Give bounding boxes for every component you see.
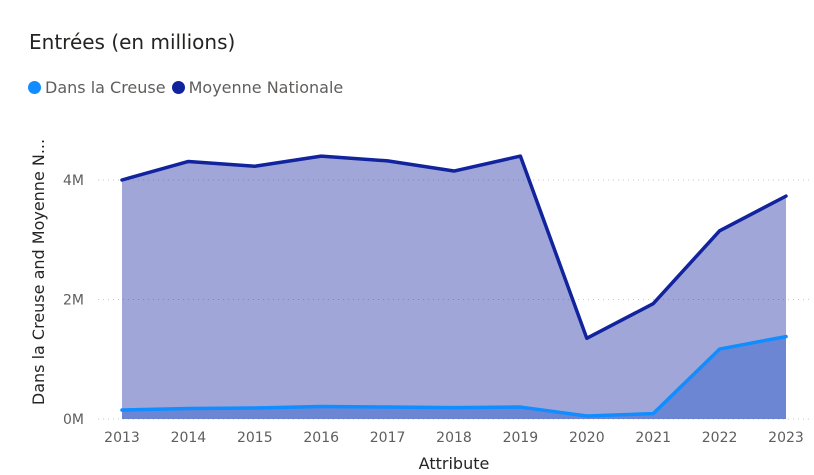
legend-dot-icon xyxy=(171,81,185,94)
data-point[interactable] xyxy=(781,332,791,342)
area-dans-la-creuse xyxy=(122,336,786,419)
data-point[interactable] xyxy=(383,402,393,412)
data-point[interactable] xyxy=(781,191,791,201)
chart-title: Entrées (en millions) xyxy=(29,30,236,54)
data-point[interactable] xyxy=(250,403,260,413)
line-moyenne-nationale[interactable] xyxy=(120,154,788,341)
legend-item-dans-la-creuse[interactable]: Dans la Creuse xyxy=(28,78,166,97)
legend-dot-icon xyxy=(28,81,41,94)
x-tick-label: 2021 xyxy=(635,430,671,446)
x-tick-label: 2017 xyxy=(370,430,406,446)
legend-item-moyenne-nationale[interactable]: Moyenne Nationale xyxy=(171,78,344,97)
x-tick-label: 2014 xyxy=(171,430,207,446)
y-tick-label: 4M xyxy=(63,173,84,189)
series-lines xyxy=(117,151,791,421)
area-moyenne-nationale xyxy=(122,156,786,419)
x-tick-label: 2020 xyxy=(569,430,605,446)
x-tick-label: 2019 xyxy=(503,430,539,446)
data-point[interactable] xyxy=(648,409,658,419)
x-axis-ticks: 2013 2014 2015 2016 2017 2018 2019 2020 2021 2022… xyxy=(104,430,804,446)
data-point[interactable] xyxy=(316,401,326,411)
line-dans-la-creuse[interactable] xyxy=(120,334,788,418)
x-tick-label: 2016 xyxy=(303,430,339,446)
y-tick-label: 0M xyxy=(63,412,84,428)
x-tick-label: 2018 xyxy=(436,430,472,446)
data-point[interactable] xyxy=(715,226,725,236)
y-tick-label: 2M xyxy=(63,293,84,309)
data-point[interactable] xyxy=(715,344,725,354)
x-tick-label: 2013 xyxy=(104,430,140,446)
data-point[interactable] xyxy=(449,166,459,176)
data-point[interactable] xyxy=(383,156,393,166)
series-areas xyxy=(122,156,786,419)
x-tick-label: 2023 xyxy=(768,430,804,446)
data-point[interactable] xyxy=(250,161,260,171)
data-point[interactable] xyxy=(582,333,592,343)
x-axis-title: Attribute xyxy=(419,454,490,473)
data-point[interactable] xyxy=(515,151,525,161)
data-point[interactable] xyxy=(316,151,326,161)
x-tick-label: 2022 xyxy=(702,430,738,446)
data-point[interactable] xyxy=(183,404,193,414)
x-tick-label: 2015 xyxy=(237,430,273,446)
data-point[interactable] xyxy=(582,411,592,421)
legend-label: Moyenne Nationale xyxy=(188,78,344,97)
data-point[interactable] xyxy=(183,156,193,166)
legend-label: Dans la Creuse xyxy=(45,78,166,97)
data-point[interactable] xyxy=(515,402,525,412)
data-point[interactable] xyxy=(117,175,127,185)
y-axis-ticks: 0M 2M 4M xyxy=(63,173,84,428)
data-point[interactable] xyxy=(117,405,127,415)
data-point[interactable] xyxy=(648,299,658,309)
chart-legend: Dans la Creuse Moyenne Nationale xyxy=(28,78,349,97)
data-point[interactable] xyxy=(449,403,459,413)
y-axis-title: Dans la Creuse and Moyenne N... xyxy=(29,139,48,405)
